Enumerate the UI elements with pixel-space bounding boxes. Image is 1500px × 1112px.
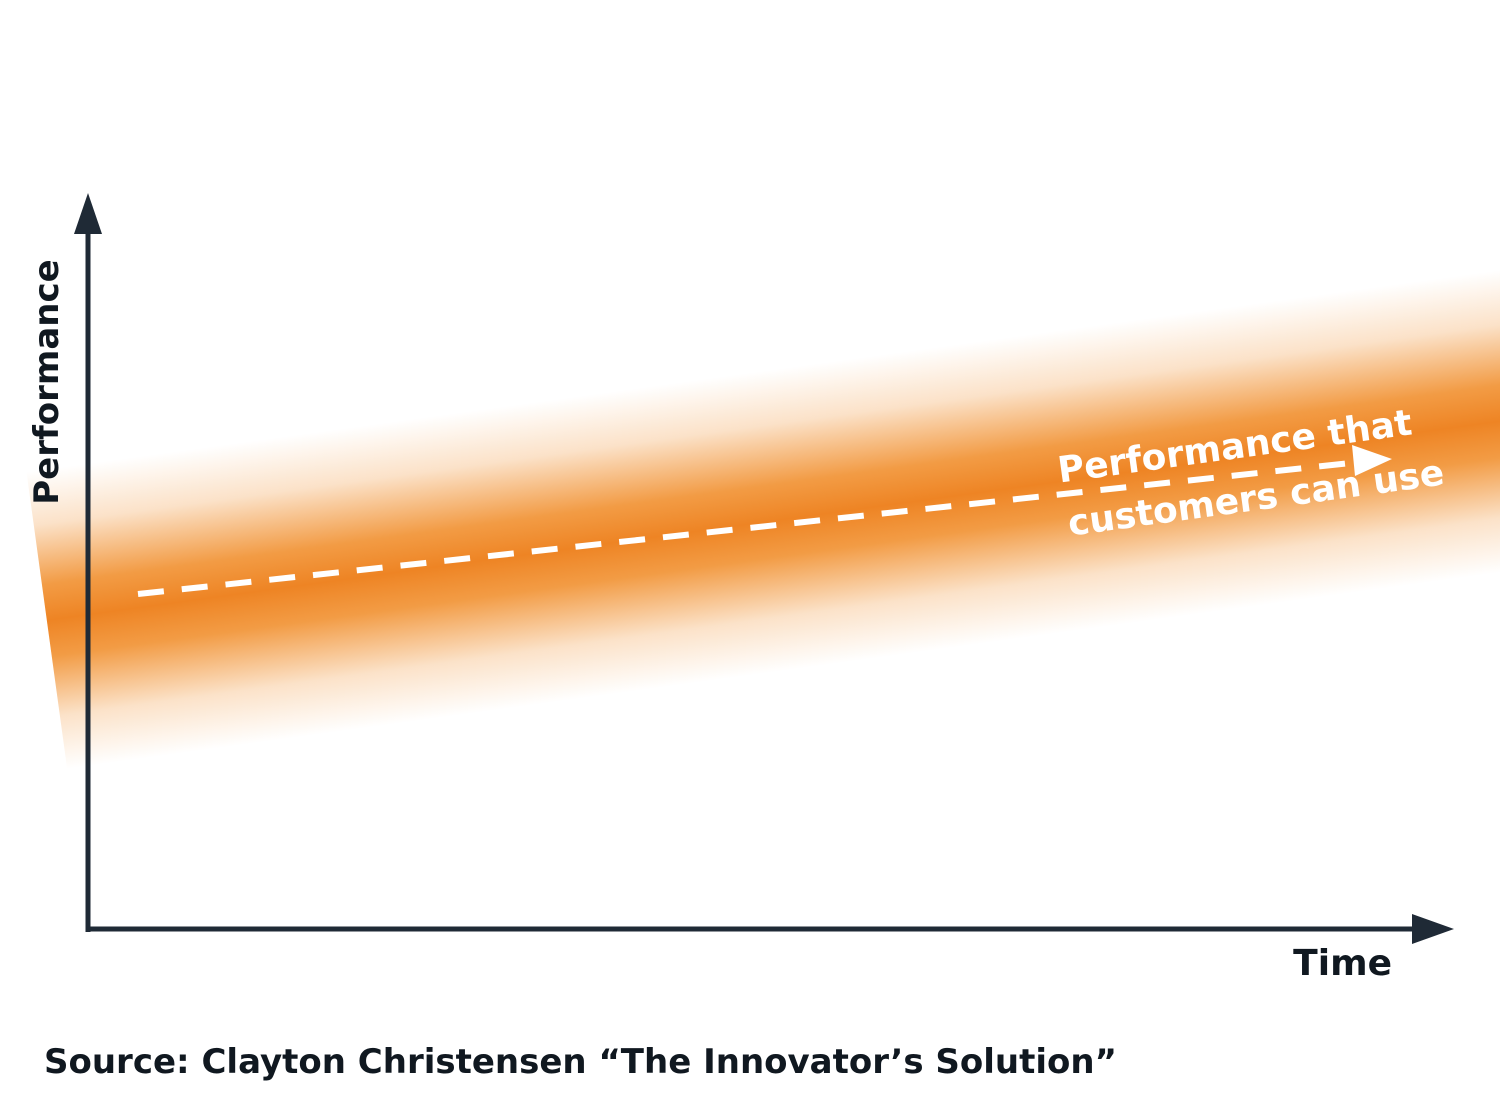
y-axis	[74, 193, 102, 932]
trend-arrowhead	[1352, 445, 1392, 476]
source-caption: Source: Clayton Christensen “The Innovat…	[44, 1042, 1117, 1082]
customer-performance-band	[26, 260, 1500, 770]
y-axis-arrowhead	[74, 193, 102, 234]
x-axis	[86, 914, 1454, 944]
trend-dashed-line	[137, 459, 1361, 597]
y-axis-label: Performance	[27, 259, 67, 504]
x-axis-arrowhead	[1412, 914, 1454, 944]
x-axis-label: Time	[1293, 943, 1392, 984]
